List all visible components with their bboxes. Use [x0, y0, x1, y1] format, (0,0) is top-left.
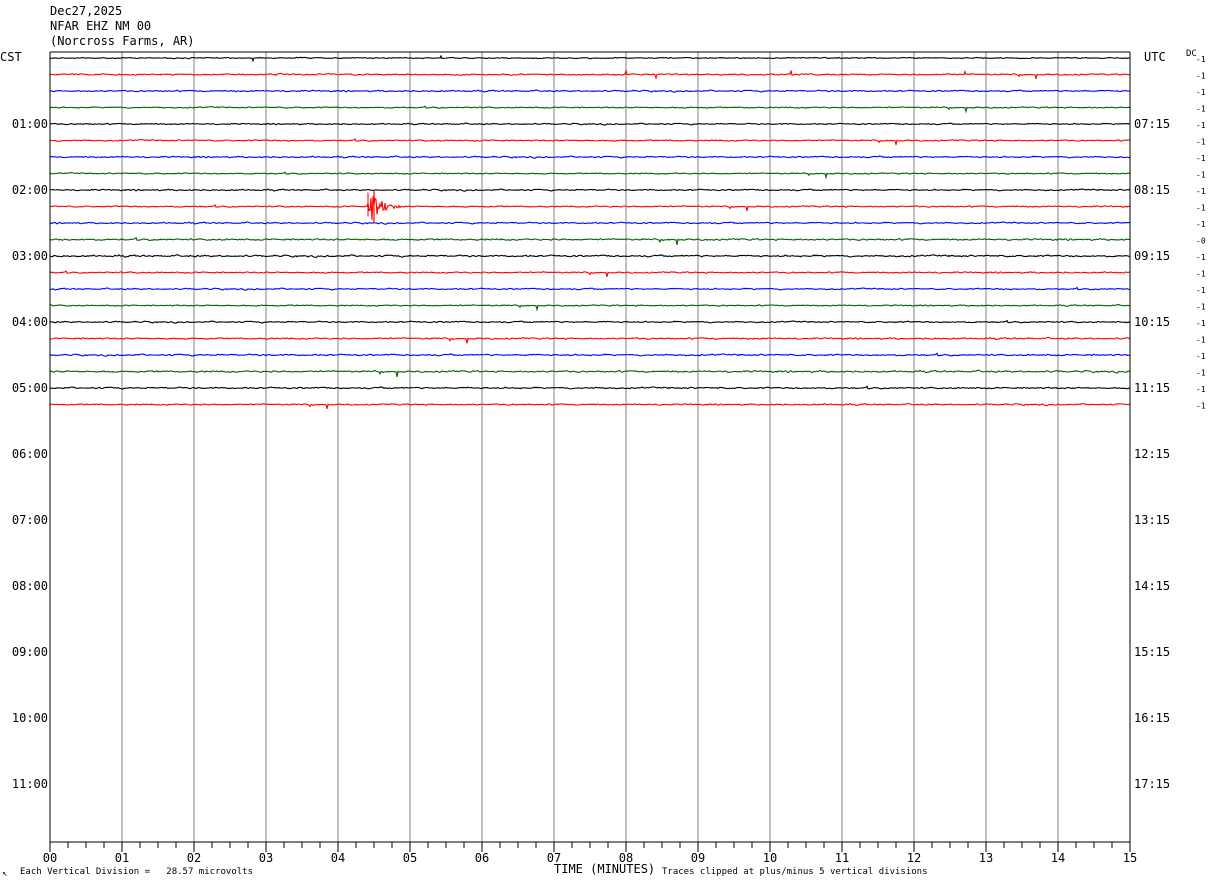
cst-hour-label: 01:00 — [12, 117, 48, 131]
seismic-trace — [49, 89, 1131, 93]
x-axis-title: TIME (MINUTES) — [554, 862, 656, 876]
seismic-trace — [49, 122, 1131, 126]
seismic-trace — [49, 352, 1131, 358]
x-tick-label: 06 — [475, 851, 489, 865]
dc-offset-value: -1 — [1196, 270, 1206, 279]
seismic-trace — [49, 105, 1131, 114]
seismic-trace — [49, 286, 1131, 291]
dc-offset-value: -1 — [1196, 105, 1206, 114]
seismic-trace — [49, 254, 1131, 259]
utc-hour-label: 15:15 — [1134, 645, 1170, 659]
utc-hour-label: 09:15 — [1134, 249, 1170, 263]
dc-offset-value: -1 — [1196, 352, 1206, 361]
utc-hour-label: 08:15 — [1134, 183, 1170, 197]
x-tick-label: 08 — [619, 851, 633, 865]
dc-offset-value: -1 — [1196, 369, 1206, 378]
seismic-trace — [49, 270, 1131, 278]
cst-hour-label: 03:00 — [12, 249, 48, 263]
minute-grid — [121, 52, 1059, 842]
x-tick-label: 04 — [331, 851, 345, 865]
cst-hour-label: 04:00 — [12, 315, 48, 329]
cst-hour-label: 11:00 — [12, 777, 48, 791]
dc-offset-value: -1 — [1196, 402, 1206, 411]
seismic-traces — [49, 54, 1131, 410]
left-timezone-label: CST — [0, 50, 22, 64]
station-id: NFAR EHZ NM 00 — [50, 19, 152, 33]
clip-note: Traces clipped at plus/minus 5 vertical … — [662, 867, 928, 877]
dc-offset-value: -1 — [1196, 121, 1206, 130]
dc-offset-header: DC — [1186, 49, 1197, 59]
x-tick-label: 07 — [547, 851, 561, 865]
seismic-trace — [49, 385, 1131, 390]
seismic-trace — [49, 54, 1131, 63]
dc-offset-value: -1 — [1196, 220, 1206, 229]
seismic-trace — [49, 138, 1131, 146]
x-tick-label: 09 — [691, 851, 705, 865]
cst-hour-label: 02:00 — [12, 183, 48, 197]
dc-offset-value: -1 — [1196, 72, 1206, 81]
x-tick-label: 00 — [43, 851, 57, 865]
dc-offset-value: -1 — [1196, 336, 1206, 345]
seismic-trace — [49, 236, 1131, 245]
dc-offset-value: -1 — [1196, 187, 1206, 196]
dc-offset-value: -0 — [1196, 237, 1206, 246]
scale-note: Each Vertical Division = 28.57 microvolt… — [20, 867, 253, 877]
seismic-trace — [49, 68, 1131, 81]
utc-hour-label: 11:15 — [1134, 381, 1170, 395]
x-tick-label: 14 — [1051, 851, 1065, 865]
dc-offset-value: -1 — [1196, 253, 1206, 262]
x-tick-label: 10 — [763, 851, 777, 865]
utc-hour-label: 14:15 — [1134, 579, 1170, 593]
seismic-trace — [49, 155, 1131, 159]
station-location: (Norcross Farms, AR) — [50, 34, 195, 48]
seismic-trace — [49, 336, 1131, 344]
x-tick-label: 12 — [907, 851, 921, 865]
cst-hour-label: 05:00 — [12, 381, 48, 395]
x-tick-label: 02 — [187, 851, 201, 865]
dc-offset-value: -1 — [1196, 55, 1206, 64]
seismic-trace — [49, 196, 1131, 221]
utc-hour-label: 12:15 — [1134, 447, 1170, 461]
seismic-trace — [49, 369, 1131, 377]
x-tick-label: 03 — [259, 851, 273, 865]
corner-mark: ↖ — [2, 869, 8, 879]
cst-hour-label: 07:00 — [12, 513, 48, 527]
cst-hour-label: 10:00 — [12, 711, 48, 725]
utc-hour-label: 07:15 — [1134, 117, 1170, 131]
x-tick-label: 15 — [1123, 851, 1137, 865]
time-labels: 01:00 02:00 03:00 04:00 05:00 06:00 07:00 08:00… — [12, 55, 1206, 791]
cst-hour-label: 08:00 — [12, 579, 48, 593]
x-tick-label: 05 — [403, 851, 417, 865]
utc-hour-label: 17:15 — [1134, 777, 1170, 791]
seismic-trace — [49, 304, 1131, 312]
dc-offset-value: -1 — [1196, 154, 1206, 163]
utc-hour-label: 10:15 — [1134, 315, 1170, 329]
dc-offset-value: -1 — [1196, 204, 1206, 213]
utc-hour-label: 13:15 — [1134, 513, 1170, 527]
dc-offset-value: -1 — [1196, 286, 1206, 295]
cst-hour-label: 06:00 — [12, 447, 48, 461]
seismic-trace — [49, 319, 1131, 324]
dc-offset-value: -1 — [1196, 385, 1206, 394]
dc-offset-value: -1 — [1196, 303, 1206, 312]
dc-offset-value: -1 — [1196, 138, 1206, 147]
dc-offset-value: -1 — [1196, 171, 1206, 180]
seismic-trace — [49, 402, 1131, 410]
seismic-trace — [49, 171, 1131, 180]
x-tick-label: 13 — [979, 851, 993, 865]
time-axis: 00 01 02 03 04 05 06 07 08 09 10 11 12 13 14 15 — [43, 842, 1137, 865]
right-timezone-label: UTC — [1144, 50, 1166, 64]
plot-date: Dec27,2025 — [50, 4, 123, 18]
cst-hour-label: 09:00 — [12, 645, 48, 659]
dc-offset-value: -1 — [1196, 88, 1206, 97]
dc-offset-value: -1 — [1196, 319, 1206, 328]
utc-hour-label: 16:15 — [1134, 711, 1170, 725]
seismic-trace — [49, 221, 1131, 225]
plot-frame — [49, 51, 1131, 843]
x-tick-label: 11 — [835, 851, 849, 865]
x-tick-label: 01 — [115, 851, 129, 865]
seismic-trace — [49, 188, 1131, 192]
